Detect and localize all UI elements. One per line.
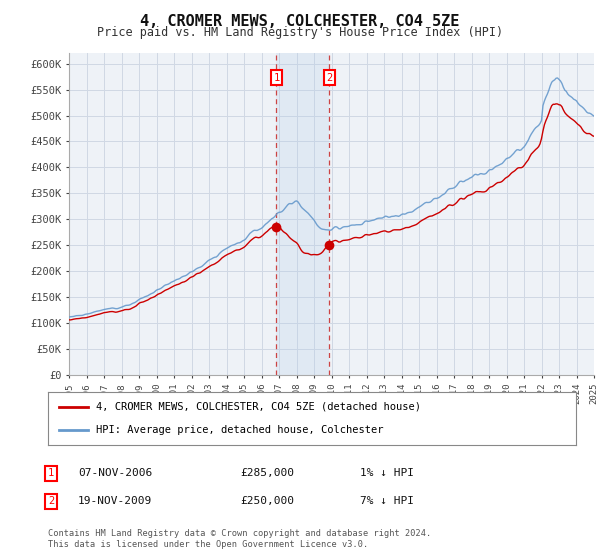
Bar bbox=[277, 53, 329, 375]
Text: 2: 2 bbox=[48, 496, 54, 506]
Text: 1% ↓ HPI: 1% ↓ HPI bbox=[360, 468, 414, 478]
Text: HPI: Average price, detached house, Colchester: HPI: Average price, detached house, Colc… bbox=[95, 425, 383, 435]
Text: 1: 1 bbox=[48, 468, 54, 478]
Text: 7% ↓ HPI: 7% ↓ HPI bbox=[360, 496, 414, 506]
Text: 2: 2 bbox=[326, 73, 332, 83]
Text: £285,000: £285,000 bbox=[240, 468, 294, 478]
Text: Price paid vs. HM Land Registry's House Price Index (HPI): Price paid vs. HM Land Registry's House … bbox=[97, 26, 503, 39]
Text: 1: 1 bbox=[273, 73, 280, 83]
Text: £250,000: £250,000 bbox=[240, 496, 294, 506]
Text: 4, CROMER MEWS, COLCHESTER, CO4 5ZE (detached house): 4, CROMER MEWS, COLCHESTER, CO4 5ZE (det… bbox=[95, 402, 421, 412]
Text: Contains HM Land Registry data © Crown copyright and database right 2024.
This d: Contains HM Land Registry data © Crown c… bbox=[48, 529, 431, 549]
Text: 4, CROMER MEWS, COLCHESTER, CO4 5ZE: 4, CROMER MEWS, COLCHESTER, CO4 5ZE bbox=[140, 14, 460, 29]
Text: 07-NOV-2006: 07-NOV-2006 bbox=[78, 468, 152, 478]
Text: 19-NOV-2009: 19-NOV-2009 bbox=[78, 496, 152, 506]
